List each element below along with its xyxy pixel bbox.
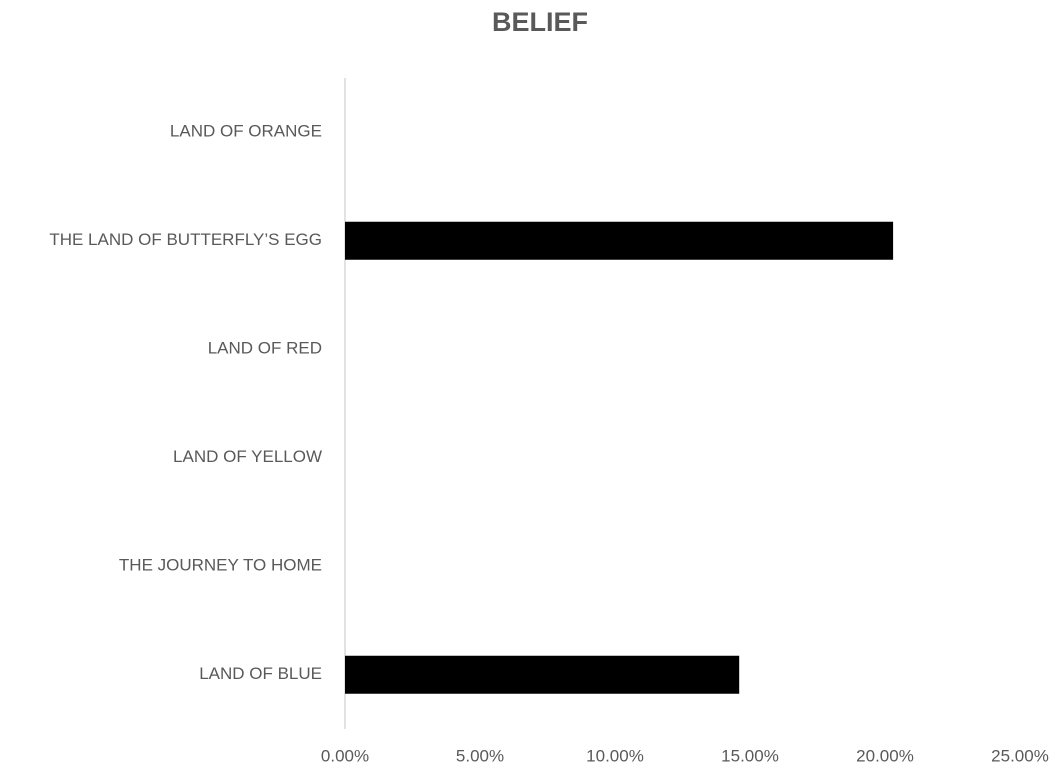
y-tick-label: LAND OF ORANGE [170, 122, 322, 141]
x-tick-label: 20.00% [856, 746, 914, 765]
x-tick-label: 15.00% [721, 746, 779, 765]
y-tick-label: LAND OF BLUE [199, 664, 322, 683]
y-tick-label: LAND OF RED [208, 339, 322, 358]
x-tick-label: 25.00% [991, 746, 1049, 765]
chart-title: BELIEF [492, 7, 588, 37]
y-tick-label: LAND OF YELLOW [173, 447, 322, 466]
y-tick-label: THE JOURNEY TO HOME [119, 556, 322, 575]
bar [345, 221, 894, 260]
x-tick-label: 0.00% [321, 746, 369, 765]
y-tick-label: THE LAND OF BUTTERFLY’S EGG [49, 230, 322, 249]
x-tick-label: 5.00% [456, 746, 504, 765]
x-tick-label: 10.00% [586, 746, 644, 765]
bar [345, 655, 740, 694]
